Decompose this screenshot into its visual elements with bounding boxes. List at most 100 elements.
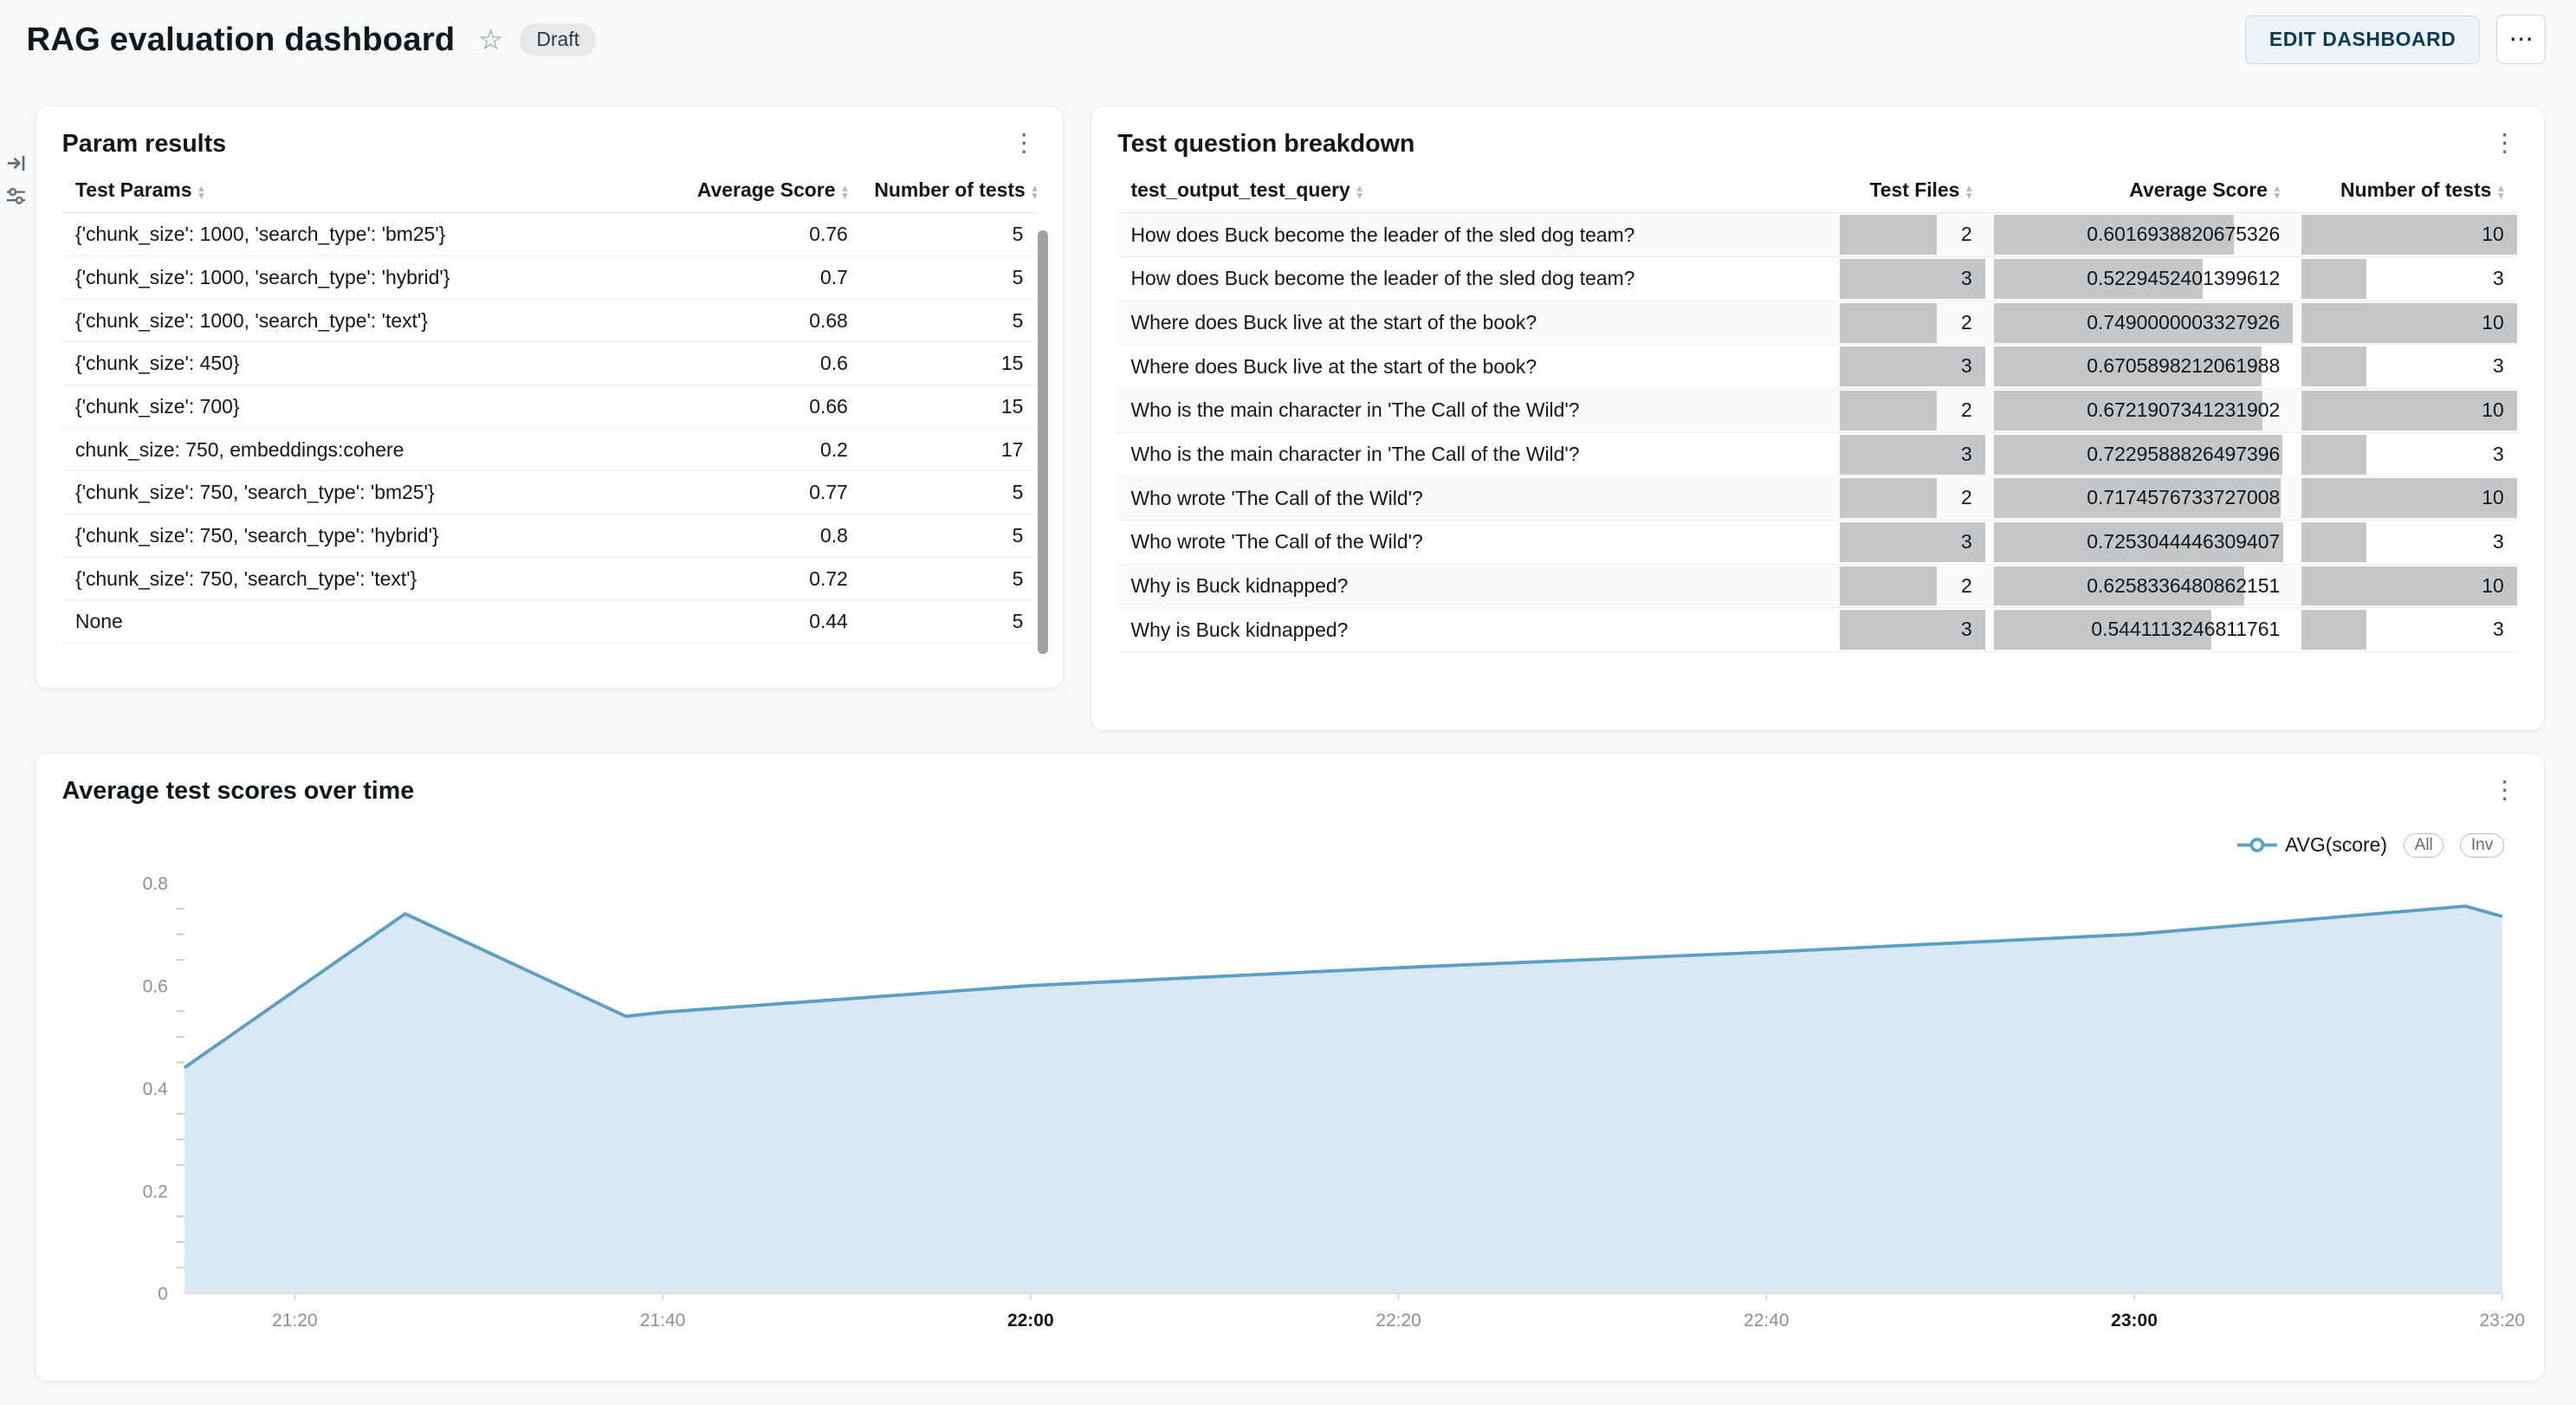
table-row: {'chunk_size': 750, 'search_type': 'hybr… <box>61 514 1037 558</box>
collapse-panel-icon[interactable] <box>5 152 27 174</box>
favorite-star-icon[interactable]: ☆ <box>478 23 504 55</box>
value-cell: 0.8 <box>627 514 862 558</box>
edit-dashboard-button[interactable]: EDIT DASHBOARD <box>2245 15 2481 64</box>
column-header-test-files[interactable]: Test Files <box>1831 168 1986 214</box>
sort-icon <box>2498 184 2504 200</box>
column-header-number-of-tests[interactable]: Number of tests <box>861 168 1037 214</box>
panel-header: Param results ⋮ <box>36 107 1063 168</box>
panel-menu-button[interactable]: ⋮ <box>2479 130 2530 157</box>
value-cell: 3 <box>1831 520 1986 565</box>
value-cell: 5 <box>861 470 1037 515</box>
legend-item-avg-score[interactable]: AVG(score) <box>2236 833 2387 857</box>
legend-all-button[interactable]: All <box>2404 832 2444 858</box>
data-bar <box>2301 215 2518 256</box>
column-label: Test Files <box>1869 178 1960 202</box>
table-row: {'chunk_size': 700} 0.66 15 <box>61 385 1037 429</box>
param-cell: {'chunk_size': 750, 'search_type': 'hybr… <box>61 514 628 558</box>
value-text: 3 <box>1961 267 1972 290</box>
value-text: 3 <box>2493 267 2504 290</box>
svg-text:0.8: 0.8 <box>143 874 168 894</box>
param-results-panel: Param results ⋮ Test Params Average Scor… <box>35 106 1065 689</box>
param-results-table-wrap: Test Params Average Score Number of test… <box>36 168 1063 644</box>
value-cell: 2 <box>1831 212 1986 258</box>
column-header-average-score[interactable]: Average Score <box>1985 168 2294 214</box>
panel-menu-button[interactable]: ⋮ <box>2479 777 2530 804</box>
value-cell: 10 <box>2293 301 2518 346</box>
query-cell: Why is Buck kidnapped? <box>1117 564 1832 609</box>
table-row: {'chunk_size': 1000, 'search_type': 'bm2… <box>61 212 1037 257</box>
scores-line-chart[interactable]: 0 0.2 0.4 0.6 0.8 21:20 21:40 22:00 22:20 22:40 23… <box>36 853 2545 1382</box>
value-cell: 0.6721907341231902 <box>1985 388 2294 433</box>
value-text: 0.5229452401399612 <box>2087 267 2281 290</box>
column-label: Test Params <box>74 178 192 202</box>
value-text: 3 <box>2493 354 2504 378</box>
data-bar <box>2301 302 2518 343</box>
data-bar <box>2301 391 2518 431</box>
column-header-number-of-tests[interactable]: Number of tests <box>2293 168 2518 214</box>
table-row: chunk_size: 750, embeddings:cohere 0.2 17 <box>61 428 1037 472</box>
value-cell: 0.66 <box>627 385 862 429</box>
value-cell: 5 <box>861 557 1037 601</box>
value-text: 0.6016938820675326 <box>2087 223 2281 246</box>
legend-inv-button[interactable]: Inv <box>2460 832 2504 858</box>
panel-title: Param results <box>61 129 227 158</box>
value-text: 2 <box>1961 398 1972 422</box>
query-cell: Why is Buck kidnapped? <box>1117 607 1832 653</box>
scrollbar-thumb[interactable] <box>1038 230 1048 655</box>
panel-header: Test question breakdown ⋮ <box>1091 107 2544 168</box>
column-header-test-query[interactable]: test_output_test_query <box>1117 168 1832 214</box>
value-cell: 3 <box>2293 607 2518 653</box>
data-bar <box>1993 302 2294 343</box>
data-bar <box>1993 259 2204 299</box>
value-cell: 0.6016938820675326 <box>1985 212 2294 258</box>
value-cell: 0.7253044446309407 <box>1985 520 2294 565</box>
more-options-button[interactable]: ⋯ <box>2496 15 2547 65</box>
query-cell: Who is the main character in 'The Call o… <box>1117 388 1832 433</box>
value-cell: 0.6705898212061988 <box>1985 344 2294 390</box>
value-cell: 2 <box>1831 301 1986 346</box>
value-text: 0.7174576733727008 <box>2087 486 2281 509</box>
value-text: 0.7253044446309407 <box>2087 530 2281 554</box>
data-bar <box>1993 391 2262 431</box>
value-text: 10 <box>2482 310 2504 333</box>
table-row: How does Buck become the leader of the s… <box>1117 256 2518 301</box>
edge-toolbar <box>5 152 27 207</box>
table-row: None 0.44 5 <box>61 599 1037 644</box>
param-cell: {'chunk_size': 700} <box>61 385 628 429</box>
query-cell: Where does Buck live at the start of the… <box>1117 344 1832 390</box>
svg-text:23:00: 23:00 <box>2111 1311 2158 1331</box>
value-cell: 15 <box>861 341 1037 386</box>
value-cell: 10 <box>2293 476 2518 521</box>
query-cell: How does Buck become the leader of the s… <box>1117 256 1832 301</box>
data-bar <box>1839 521 1986 562</box>
question-breakdown-table-wrap: test_output_test_query Test Files Averag… <box>1091 168 2544 653</box>
value-text: 0.6258336480862151 <box>2087 573 2281 597</box>
query-cell: Who wrote 'The Call of the Wild'? <box>1117 476 1832 521</box>
value-cell: 0.7174576733727008 <box>1985 476 2294 521</box>
data-bar <box>1839 346 1986 387</box>
data-bar <box>1839 215 1937 256</box>
table-header-row: Test Params Average Score Number of test… <box>61 168 1037 214</box>
filter-controls-icon[interactable] <box>5 185 27 207</box>
sort-icon <box>1966 184 1972 200</box>
value-cell: 5 <box>861 256 1037 300</box>
question-breakdown-panel: Test question breakdown ⋮ test_output_te… <box>1090 106 2545 732</box>
value-text: 0.5441113246811761 <box>2091 618 2281 641</box>
panel-menu-button[interactable]: ⋮ <box>999 130 1050 157</box>
value-cell: 3 <box>1831 607 1986 653</box>
svg-text:21:20: 21:20 <box>272 1311 318 1331</box>
sort-icon <box>1032 184 1036 200</box>
value-cell: 15 <box>861 385 1037 429</box>
sort-icon <box>198 184 204 200</box>
value-text: 3 <box>2493 442 2504 465</box>
value-text: 0.7229588826497396 <box>2087 442 2281 465</box>
data-bar <box>1993 521 2284 562</box>
param-cell: {'chunk_size': 1000, 'search_type': 'bm2… <box>61 212 628 257</box>
value-cell: 0.68 <box>627 299 862 343</box>
value-cell: 5 <box>861 299 1037 343</box>
value-cell: 0.44 <box>627 599 862 644</box>
column-header-test-params[interactable]: Test Params <box>61 168 628 214</box>
column-header-average-score[interactable]: Average Score <box>627 168 862 214</box>
value-cell: 0.7229588826497396 <box>1985 432 2294 477</box>
question-breakdown-table: test_output_test_query Test Files Averag… <box>1117 168 2518 653</box>
